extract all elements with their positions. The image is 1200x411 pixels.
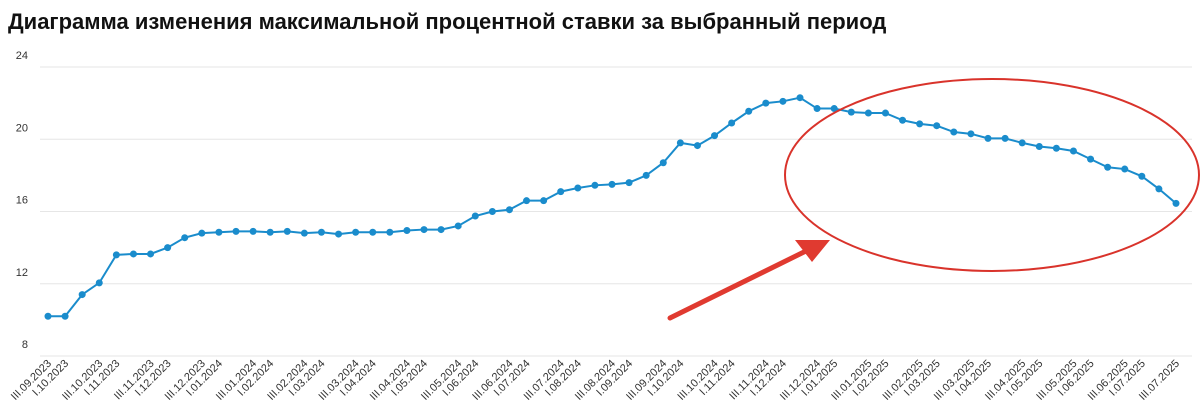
point xyxy=(437,226,445,234)
point xyxy=(984,134,992,142)
point xyxy=(762,99,770,107)
point xyxy=(728,119,736,127)
point xyxy=(916,120,924,128)
point xyxy=(249,227,257,235)
point xyxy=(454,222,462,230)
point xyxy=(505,206,513,214)
point xyxy=(488,208,496,215)
point xyxy=(608,180,616,188)
point xyxy=(1121,165,1129,173)
point xyxy=(403,226,411,234)
point xyxy=(317,228,325,236)
point xyxy=(283,227,291,235)
arrow-head xyxy=(795,240,830,262)
point xyxy=(1087,155,1095,163)
point xyxy=(78,291,86,299)
point xyxy=(61,312,69,320)
point xyxy=(471,212,479,220)
point xyxy=(1052,144,1060,152)
y-tick-label: 16 xyxy=(16,195,28,207)
point xyxy=(386,228,394,236)
point xyxy=(933,122,941,130)
point xyxy=(1018,139,1026,147)
point xyxy=(232,227,240,235)
point xyxy=(540,197,548,205)
point xyxy=(352,228,360,236)
point xyxy=(266,228,274,236)
point xyxy=(967,130,975,138)
arrow-shaft xyxy=(667,247,811,321)
point xyxy=(147,250,155,258)
point xyxy=(676,139,684,147)
point xyxy=(129,250,137,258)
point xyxy=(215,228,223,236)
point xyxy=(1035,142,1043,150)
point xyxy=(557,188,565,196)
point xyxy=(1155,185,1163,193)
point xyxy=(181,234,189,242)
y-tick-label: 20 xyxy=(16,122,28,134)
point xyxy=(779,97,787,105)
point xyxy=(164,244,172,252)
point xyxy=(300,229,308,237)
point xyxy=(899,116,907,124)
point xyxy=(950,128,958,136)
point xyxy=(95,279,103,287)
point xyxy=(420,226,428,234)
y-tick-label: 8 xyxy=(22,339,28,351)
point xyxy=(198,229,206,237)
point xyxy=(335,230,343,238)
point xyxy=(112,251,120,259)
y-tick-label: 12 xyxy=(16,267,28,279)
point xyxy=(44,312,52,320)
point xyxy=(1138,172,1146,180)
highlight-ellipse xyxy=(784,78,1200,272)
point xyxy=(659,159,667,167)
chart-title: Диаграмма изменения максимальной процент… xyxy=(8,9,886,34)
point xyxy=(642,171,650,179)
point xyxy=(711,132,719,140)
plot: 812162024III.09.2023I.10.2023III.10.2023… xyxy=(9,50,1192,403)
y-tick-label: 24 xyxy=(16,50,28,62)
point xyxy=(1069,147,1077,155)
point xyxy=(847,108,855,116)
point xyxy=(813,105,821,113)
point xyxy=(574,184,582,192)
point xyxy=(864,109,872,117)
point xyxy=(693,142,701,150)
point xyxy=(523,197,531,205)
point xyxy=(625,179,633,187)
point xyxy=(881,109,889,117)
point xyxy=(591,181,599,189)
point xyxy=(369,228,377,236)
point xyxy=(1104,163,1112,171)
point xyxy=(830,105,838,113)
point xyxy=(796,94,804,102)
point xyxy=(745,107,753,115)
point xyxy=(1172,199,1180,207)
point xyxy=(1001,134,1009,142)
